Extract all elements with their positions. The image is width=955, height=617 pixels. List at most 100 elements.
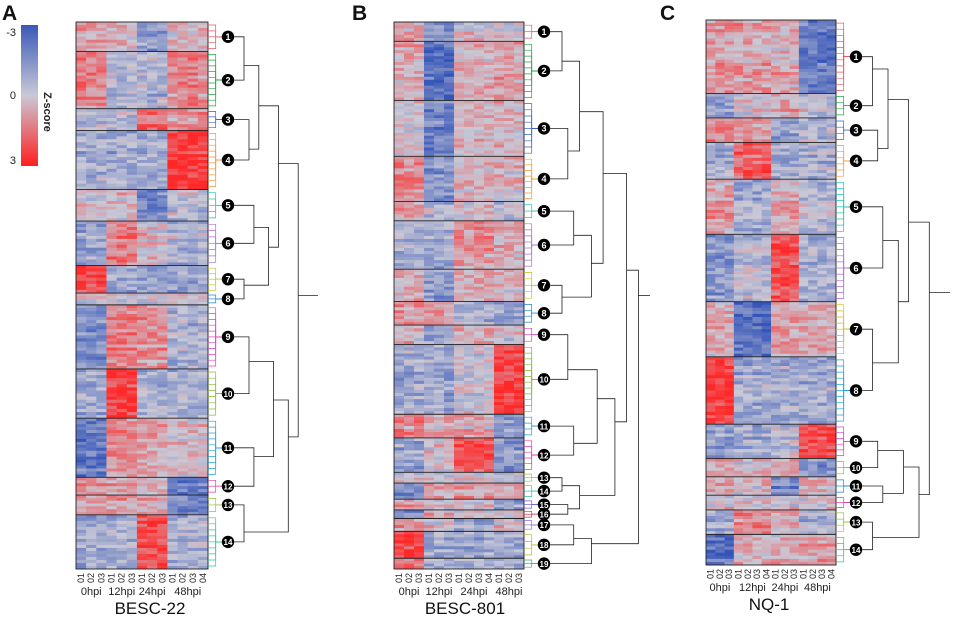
cluster-branch-4 xyxy=(836,145,850,177)
replicate-label: 02 xyxy=(117,573,127,583)
cluster-branch-5 xyxy=(836,181,850,232)
heatmap-cluster-3 xyxy=(394,100,525,157)
cluster-number: 14 xyxy=(224,538,233,547)
cluster-branch-2 xyxy=(524,43,538,98)
colorbar-tick-mid: 0 xyxy=(10,90,16,102)
heatmap-cluster-11 xyxy=(394,414,525,439)
replicate-label: 02 xyxy=(404,573,414,583)
cluster-marker-3: 3 xyxy=(537,122,551,135)
cluster-branch-9 xyxy=(524,327,538,342)
heatmap-cluster-7 xyxy=(706,301,837,358)
cluster-number: 12 xyxy=(224,483,233,492)
cluster-branch-16 xyxy=(524,510,538,518)
replicate-label: 01 xyxy=(494,573,504,583)
cluster-branch-7 xyxy=(524,272,538,299)
replicate-label: 01 xyxy=(76,573,86,583)
cluster-marker-14: 14 xyxy=(221,535,235,549)
timepoint-label: 24hpi xyxy=(461,586,488,598)
cluster-number: 9 xyxy=(541,330,546,340)
cluster-marker-8: 8 xyxy=(537,307,551,320)
cluster-marker-7: 7 xyxy=(221,273,235,286)
heatmap-cluster-10 xyxy=(394,344,525,415)
replicate-label: 01 xyxy=(137,573,147,583)
heatmap-cluster-4 xyxy=(394,156,525,202)
cluster-marker-1: 1 xyxy=(221,30,235,43)
replicate-label: 03 xyxy=(444,573,454,583)
replicate-label: 02 xyxy=(504,573,514,583)
cluster-marker-10: 10 xyxy=(221,387,235,400)
cluster-number: 5 xyxy=(225,201,230,211)
cluster-branch-13 xyxy=(836,512,850,532)
cluster-marker-7: 7 xyxy=(849,323,863,336)
panel-title: NQ-1 xyxy=(749,595,790,614)
timepoint-label: 48hpi xyxy=(496,586,523,598)
replicate-label: 03 xyxy=(817,569,827,579)
cluster-branch-9 xyxy=(836,426,850,456)
heatmap-cluster-15 xyxy=(394,499,525,511)
heatmap-cluster-7 xyxy=(76,265,209,294)
heatmap-cluster-6 xyxy=(706,234,837,302)
panel-letter-c: C xyxy=(660,2,675,25)
replicate-label: 01 xyxy=(394,573,404,583)
cluster-branch-10 xyxy=(524,346,538,412)
timepoint-label: 48hpi xyxy=(174,586,201,598)
cluster-marker-16: 16 xyxy=(537,507,551,521)
heatmap-cluster-2 xyxy=(706,93,837,119)
heatmap-cluster-2 xyxy=(394,41,525,101)
cluster-number: 9 xyxy=(225,332,230,342)
cluster-branch-7 xyxy=(208,267,222,291)
cluster-branch-8 xyxy=(836,359,850,422)
cluster-branch-11 xyxy=(836,479,850,493)
cluster-number: 7 xyxy=(541,281,546,291)
cluster-number: 2 xyxy=(541,66,546,76)
replicate-label: 02 xyxy=(86,573,96,583)
replicate-label: 03 xyxy=(414,573,424,583)
heatmap-cluster-5 xyxy=(76,189,209,222)
cluster-marker-2: 2 xyxy=(849,99,863,112)
cluster-branch-5 xyxy=(524,204,538,218)
cluster-marker-9: 9 xyxy=(221,330,235,344)
heatmap-cluster-16 xyxy=(394,509,525,519)
cluster-branch-9 xyxy=(208,307,222,367)
cluster-marker-3: 3 xyxy=(221,113,235,126)
cluster-marker-14: 14 xyxy=(537,484,551,498)
panel-title: BESC-22 xyxy=(115,599,186,617)
cluster-marker-1: 1 xyxy=(849,50,863,63)
heatmap-cluster-14 xyxy=(706,534,837,566)
cluster-marker-11: 11 xyxy=(849,479,863,493)
timepoint-label: 24hpi xyxy=(139,586,166,598)
cluster-number: 8 xyxy=(225,294,230,304)
timepoint-label: 0hpi xyxy=(81,586,102,598)
cluster-branch-12 xyxy=(208,479,222,493)
replicate-label: 04 xyxy=(826,569,836,579)
replicate-label: 02 xyxy=(715,569,725,579)
cluster-branch-7 xyxy=(836,304,850,355)
replicate-label: 01 xyxy=(734,569,744,579)
cluster-marker-3: 3 xyxy=(849,124,863,137)
heatmap-cluster-5 xyxy=(706,179,837,235)
heatmap-cluster-3 xyxy=(76,108,209,131)
cluster-number: 4 xyxy=(541,174,546,184)
cluster-marker-1: 1 xyxy=(537,25,551,38)
cluster-marker-9: 9 xyxy=(849,435,863,448)
cluster-number: 11 xyxy=(224,444,233,453)
cluster-branch-10 xyxy=(208,371,222,416)
replicate-label: 01 xyxy=(167,573,177,583)
cluster-number: 11 xyxy=(540,422,549,431)
cluster-marker-15: 15 xyxy=(537,498,551,511)
cluster-number: 8 xyxy=(541,309,546,319)
cluster-branch-13 xyxy=(208,498,222,512)
cluster-marker-18: 18 xyxy=(537,538,551,552)
heatmap-cluster-11 xyxy=(706,476,837,496)
cluster-number: 4 xyxy=(853,156,858,166)
cluster-branch-14 xyxy=(836,537,850,563)
replicate-label: 03 xyxy=(789,569,799,579)
heatmap-cluster-14 xyxy=(394,483,525,500)
replicate-label: 03 xyxy=(127,573,137,583)
cluster-branch-3 xyxy=(524,103,538,154)
cluster-branch-2 xyxy=(836,96,850,116)
replicate-label: 03 xyxy=(188,573,198,583)
